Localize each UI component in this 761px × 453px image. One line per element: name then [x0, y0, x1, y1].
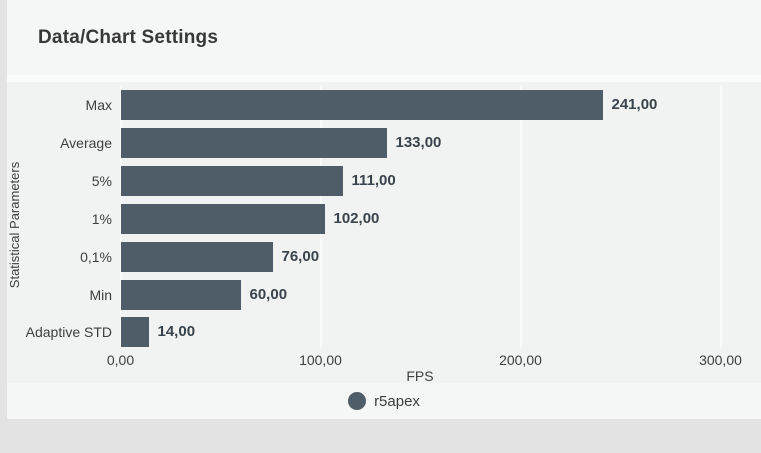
legend-item-r5apex[interactable]: r5apex: [348, 392, 420, 410]
category-label: Adaptive STD: [25, 324, 112, 341]
bar-0-1-: [120, 241, 273, 272]
value-label: 102,00: [333, 209, 380, 227]
category-label: 1%: [91, 210, 112, 227]
gridline-300: [719, 85, 722, 348]
plot-area: Max 241,00 Average 133,00 5% 111,00 1% 102,00 0,…: [7, 0, 761, 419]
bar-1-: [120, 203, 325, 234]
x-tick-label: 300,00: [699, 352, 742, 368]
x-tick-label: 0,00: [106, 352, 135, 368]
value-label: 60,00: [249, 285, 288, 303]
value-label: 133,00: [395, 133, 442, 151]
category-label: Min: [89, 286, 112, 303]
bar-average: [120, 127, 387, 158]
value-label: 241,00: [611, 96, 658, 113]
bar-min: [120, 279, 241, 310]
value-label: 76,00: [281, 247, 320, 265]
gridline-200: [519, 85, 522, 348]
section-divider: [7, 75, 761, 82]
bar-adaptive-std: [120, 317, 149, 348]
legend-label: r5apex: [374, 392, 420, 410]
x-axis-title: FPS: [406, 368, 434, 384]
category-label: 5%: [91, 172, 112, 189]
bar-max: [120, 90, 603, 120]
category-label: 0,1%: [80, 248, 112, 265]
bar-5-: [120, 165, 343, 196]
page-title: Data/Chart Settings: [38, 27, 219, 48]
x-tick-label: 100,00: [299, 352, 342, 368]
value-label: 111,00: [351, 171, 396, 189]
legend: r5apex: [7, 391, 761, 411]
settings-card: Data/Chart Settings Max 241,00 Average 133,…: [7, 0, 761, 419]
category-label: Average: [60, 134, 112, 151]
x-tick-label: 200,00: [499, 352, 542, 368]
legend-circle-icon: [348, 392, 367, 410]
y-axis-title: Statistical Parameters: [7, 161, 22, 289]
value-label: 14,00: [157, 323, 196, 341]
category-label: Max: [85, 97, 112, 113]
